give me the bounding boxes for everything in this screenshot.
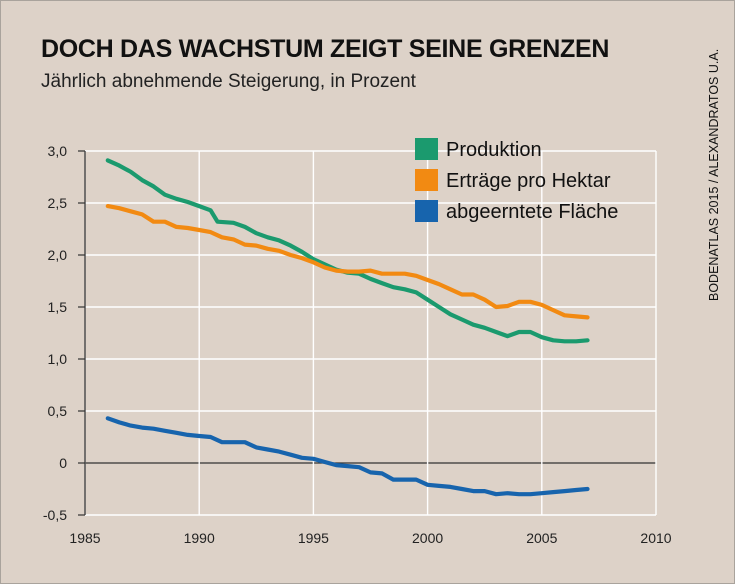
y-tick-label: 1,5 (48, 299, 68, 315)
x-tick-label: 1990 (184, 530, 215, 546)
chart-title: DOCH DAS WACHSTUM ZEIGT SEINE GRENZEN (41, 35, 610, 63)
y-tick-label: 3,0 (48, 143, 68, 159)
legend-label-ertraege-pro-hektar: Erträge pro Hektar (446, 170, 611, 192)
x-tick-label: 1985 (69, 530, 100, 546)
y-tick-label: -0,5 (43, 507, 67, 523)
x-tick-label: 2010 (640, 530, 671, 546)
x-tick-label: 2005 (526, 530, 557, 546)
x-tick-label: 2000 (412, 530, 443, 546)
legend: Produktion Erträge pro Hektar abgeerntete … (415, 138, 618, 223)
y-axis: -0,5 0 0,5 1,0 1,5 2,0 2,5 3,0 (43, 143, 86, 523)
y-tick-label: 1,0 (48, 351, 68, 367)
y-tick-label: 0,5 (48, 403, 68, 419)
x-tick-label: 1995 (298, 530, 329, 546)
y-tick-label: 0 (59, 455, 67, 471)
x-axis: 1985 1990 1995 2000 2005 2010 (69, 530, 671, 546)
y-tick-label: 2,0 (48, 247, 68, 263)
series-line-abgeerntete-flaeche (105, 416, 590, 497)
series-lines (105, 158, 590, 497)
legend-swatch-ertraege-pro-hektar (415, 169, 438, 191)
legend-swatch-abgeerntete-flaeche (415, 200, 438, 222)
y-tick-label: 2,5 (48, 195, 68, 211)
legend-swatch-produktion (415, 138, 438, 160)
series-line-ertraege-pro-hektar (105, 204, 590, 320)
legend-label-abgeerntete-flaeche: abgeerntete Fläche (446, 201, 618, 223)
legend-label-produktion: Produktion (446, 139, 542, 161)
chart-subtitle: Jährlich abnehmende Steigerung, in Proze… (41, 71, 416, 92)
